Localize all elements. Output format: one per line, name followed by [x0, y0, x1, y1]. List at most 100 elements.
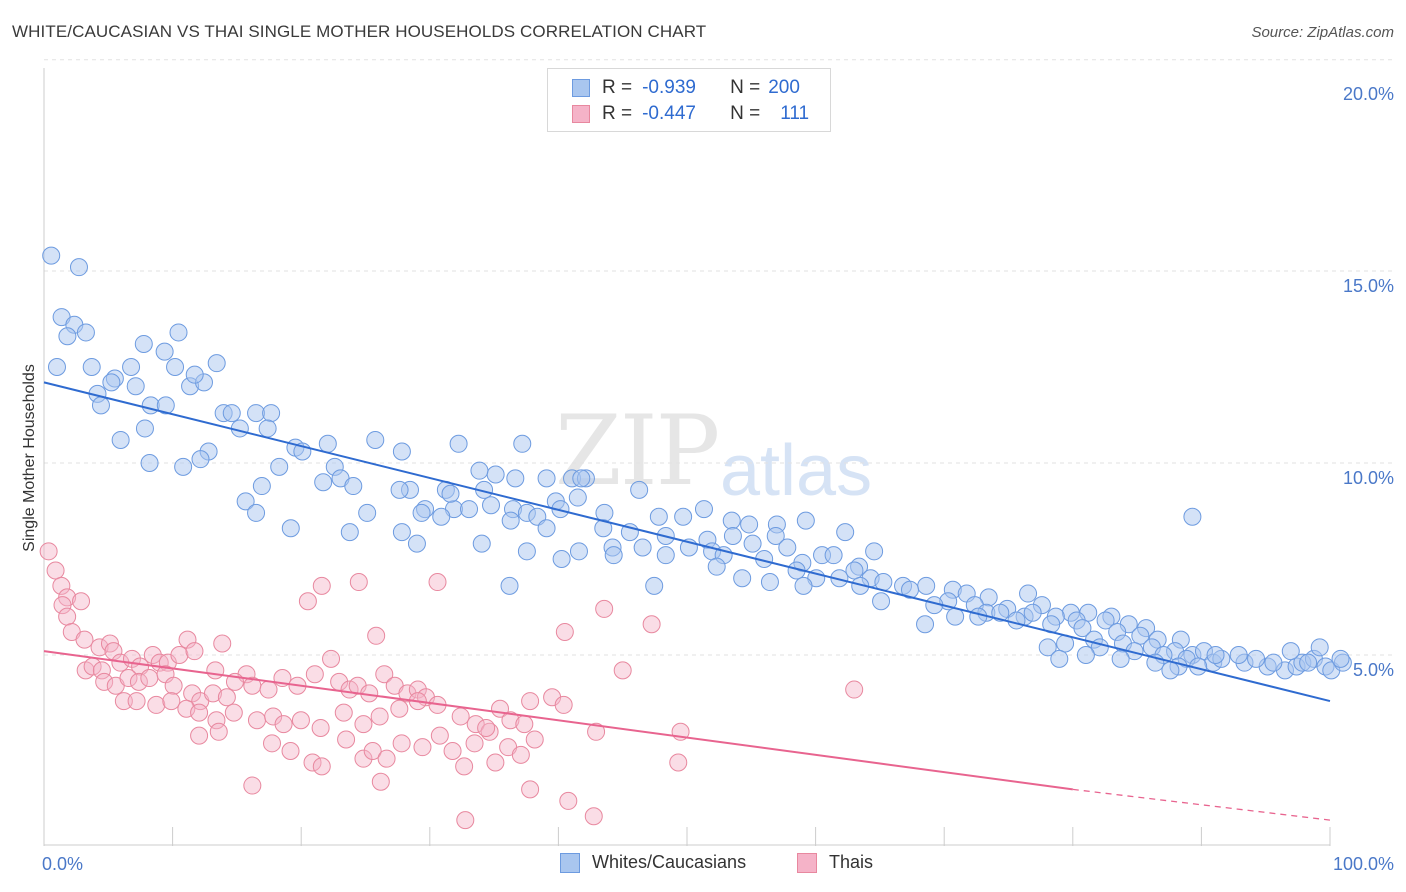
thais-point — [264, 707, 283, 726]
thais-point — [190, 726, 209, 745]
whites-point — [69, 258, 88, 277]
whites-point — [486, 465, 505, 484]
thais-point — [363, 742, 382, 760]
thais-point — [613, 661, 632, 680]
whites-point — [630, 480, 649, 499]
thais-point — [52, 576, 71, 595]
thais-point — [354, 749, 373, 768]
grid — [44, 59, 1394, 656]
thais-point — [354, 715, 373, 734]
thais-point — [413, 738, 432, 757]
whites-point — [460, 500, 479, 519]
whites-points — [42, 246, 1352, 680]
thais-point — [371, 772, 390, 791]
whites-point — [358, 503, 377, 522]
thais-point — [515, 715, 534, 734]
thais-point — [298, 592, 317, 611]
whites-point — [236, 492, 255, 511]
thais-point — [259, 680, 278, 699]
whites-point — [247, 503, 266, 522]
thais-point — [559, 791, 578, 810]
legend-n-value: 200 — [768, 77, 800, 98]
whites-point — [122, 358, 141, 376]
y-tick-label: 5.0% — [1353, 660, 1394, 680]
legend-swatch-pink — [572, 105, 590, 123]
whites-point — [991, 603, 1010, 622]
thais-point — [140, 669, 159, 688]
whites-point — [155, 342, 174, 361]
whites-point — [91, 396, 110, 415]
legend-row-whites: R = -0.939 N = 200 — [572, 77, 800, 99]
whites-point — [969, 607, 988, 626]
thais-point — [178, 630, 197, 649]
thais-point — [164, 676, 183, 695]
whites-point — [126, 377, 145, 396]
thais-point — [584, 807, 603, 826]
thais-point — [206, 661, 225, 680]
thais-point — [162, 692, 181, 711]
whites-point — [872, 592, 891, 611]
chart-title: WHITE/CAUCASIAN VS THAI SINGLE MOTHER HO… — [12, 22, 707, 41]
thais-point — [511, 745, 530, 764]
thais-point — [349, 573, 368, 592]
thais-point — [170, 646, 189, 664]
thais-point — [392, 734, 411, 753]
legend-n-label: N = — [730, 103, 761, 124]
thais-point — [213, 634, 232, 653]
whites-point — [318, 434, 337, 453]
whites-point — [824, 546, 843, 565]
whites-point — [1206, 646, 1225, 664]
whites-point — [1229, 646, 1248, 664]
whites-point — [778, 538, 797, 557]
whites-point — [707, 557, 726, 576]
whites-point — [222, 404, 241, 423]
whites-point — [1264, 653, 1283, 672]
whites-point — [674, 507, 693, 526]
whites-point — [141, 396, 160, 415]
whites-point — [723, 526, 742, 545]
thais-point — [375, 665, 394, 684]
whites-point — [865, 542, 884, 561]
whites-point — [1247, 649, 1266, 668]
bottom-legend-label-thais: Thais — [829, 852, 874, 872]
trend-lines — [43, 381, 1331, 821]
bottom-legend-whites: Whites/Caucasians — [560, 852, 746, 873]
whites-point — [537, 469, 556, 488]
thais-point — [587, 722, 606, 741]
thais-point — [53, 596, 72, 615]
thais-point — [39, 542, 58, 561]
thais-point — [334, 703, 353, 722]
whites-point — [1050, 649, 1069, 668]
whites-point — [111, 430, 130, 449]
legend-row-thais: R = -0.447 N = 111 — [572, 103, 809, 125]
whites-point — [1096, 611, 1115, 630]
thais-point — [217, 688, 236, 707]
whites-point — [134, 334, 153, 353]
thais-point — [185, 642, 204, 661]
thais-point — [377, 749, 396, 768]
thais-point — [845, 680, 864, 699]
thais-point — [92, 661, 111, 680]
y-tick-label: 20.0% — [1343, 84, 1394, 104]
whites-point — [900, 580, 919, 599]
whites-point — [568, 488, 587, 507]
whites-point — [140, 454, 159, 472]
thais-point — [486, 753, 505, 772]
whites-point — [258, 419, 277, 438]
whites-point — [594, 519, 613, 538]
thais-point — [58, 607, 77, 626]
legend-n-value: 111 — [780, 103, 810, 124]
whites-point — [252, 477, 271, 496]
whites-point — [314, 473, 333, 492]
whites-point — [794, 576, 813, 595]
thais-point — [209, 722, 228, 741]
thais-point — [428, 573, 447, 592]
thais-point — [370, 707, 389, 726]
legend-n-label: N = — [730, 77, 761, 98]
whites-point — [760, 573, 779, 592]
whites-point — [517, 542, 536, 561]
thais-point — [305, 665, 324, 684]
whites-point — [344, 477, 363, 496]
whites-point — [42, 246, 61, 265]
whites-point — [1310, 638, 1329, 657]
